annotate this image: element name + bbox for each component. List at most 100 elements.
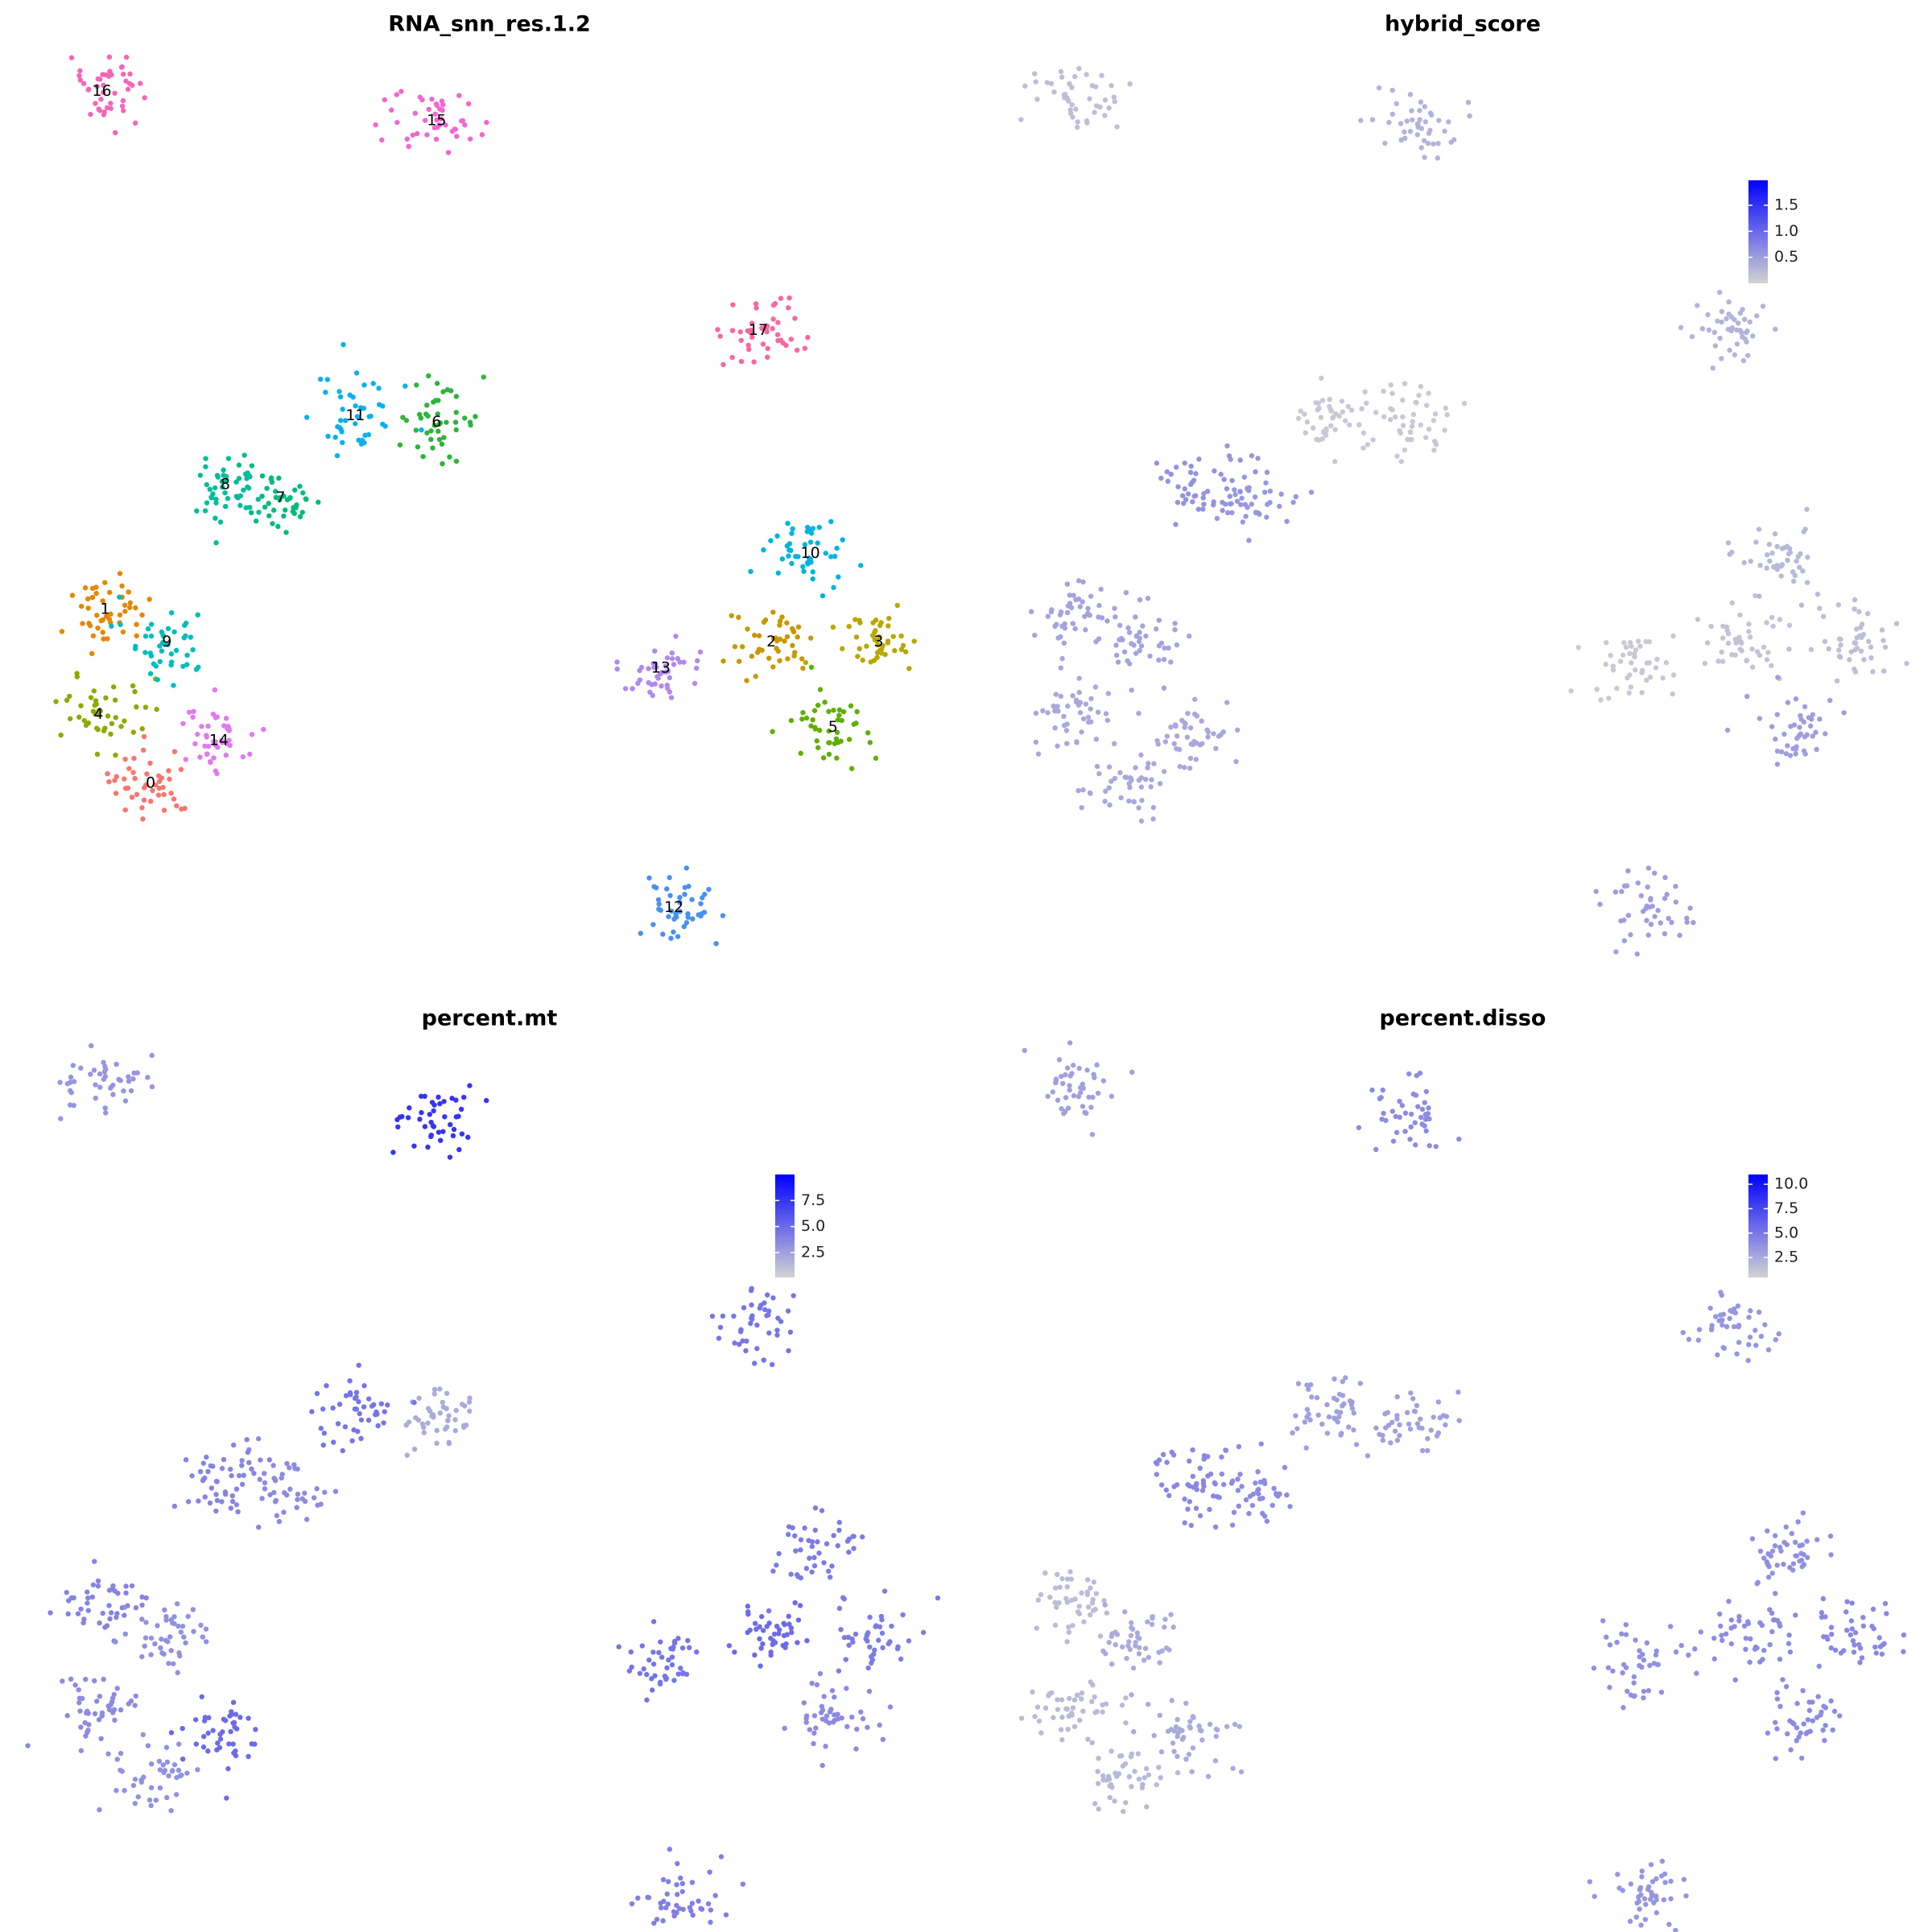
cell-point	[1166, 645, 1171, 651]
cell-point	[1064, 1584, 1071, 1590]
cell-point	[690, 1912, 696, 1918]
cell-point	[365, 1417, 372, 1423]
cell-point	[1065, 1726, 1071, 1732]
cell-point	[1744, 657, 1750, 663]
cell-point	[132, 689, 138, 695]
cell-point	[816, 728, 823, 733]
cell-point	[1171, 1728, 1178, 1734]
cell-point	[1229, 1522, 1236, 1528]
cell-point	[416, 411, 423, 418]
cell-point	[1658, 1689, 1665, 1695]
cell-point	[1082, 1109, 1088, 1116]
cell-point	[168, 1730, 175, 1736]
cell-point	[456, 93, 462, 98]
cell-point	[78, 1724, 84, 1730]
cell-point	[1726, 1598, 1732, 1604]
cell-point	[1088, 719, 1094, 724]
cell-point	[759, 325, 765, 331]
cell-point	[1768, 1553, 1773, 1559]
cell-point	[233, 1486, 240, 1492]
cell-point	[1133, 633, 1140, 639]
cell-point	[236, 462, 242, 468]
cell-point	[1713, 1314, 1719, 1319]
cell-point	[1189, 1769, 1195, 1774]
cell-point	[445, 150, 452, 155]
cell-point	[1791, 1721, 1797, 1727]
cell-point	[675, 1892, 680, 1897]
cell-point	[255, 497, 262, 502]
cell-point	[1787, 1565, 1793, 1571]
cell-point	[1154, 626, 1159, 632]
cell-point	[1418, 99, 1424, 105]
cell-point	[1241, 474, 1248, 480]
colorbar-label: 0.5	[1774, 248, 1798, 266]
cell-point	[403, 418, 410, 423]
cell-point	[1177, 763, 1183, 770]
cell-point	[1437, 1415, 1443, 1421]
cell-point	[127, 600, 133, 606]
cell-point	[1830, 1727, 1835, 1733]
cell-point	[365, 431, 372, 438]
cell-point	[450, 1133, 456, 1139]
cell-point	[119, 64, 125, 70]
cell-point	[1781, 1562, 1786, 1567]
cell-point	[154, 706, 159, 712]
cell-point	[1235, 1488, 1241, 1493]
cell-point	[819, 1762, 825, 1769]
cell-point	[788, 1571, 794, 1577]
cell-point	[1182, 486, 1187, 492]
cell-point	[1823, 1705, 1829, 1711]
cell-point	[1036, 1718, 1042, 1724]
cell-point	[886, 623, 891, 629]
cell-point	[1155, 741, 1161, 747]
cell-point	[1205, 1473, 1211, 1479]
cell-point	[93, 101, 98, 106]
cell-point	[752, 1620, 758, 1626]
cell-point	[1425, 1447, 1430, 1454]
cell-point	[870, 1652, 877, 1657]
cell-point	[1715, 658, 1721, 664]
cell-point	[431, 1391, 437, 1397]
cell-point	[1414, 1402, 1420, 1409]
cell-point	[1707, 1305, 1713, 1311]
cell-point	[353, 421, 358, 427]
cell-point	[854, 708, 860, 715]
cell-point	[857, 646, 862, 652]
cell-point	[483, 1097, 489, 1104]
cell-point	[82, 585, 89, 591]
cell-point	[1644, 1640, 1650, 1646]
cell-point	[1168, 659, 1174, 665]
cell-point	[1295, 1381, 1302, 1387]
cell-point	[696, 1898, 701, 1904]
cell-point	[84, 1710, 89, 1716]
cell-point	[795, 1617, 802, 1623]
cell-point	[797, 1603, 803, 1608]
cell-point	[886, 615, 892, 621]
cell-point	[1122, 1609, 1128, 1615]
cell-point	[1111, 94, 1117, 100]
cell-point	[150, 787, 155, 794]
cell-point	[1728, 1617, 1735, 1623]
cell-point	[869, 1660, 874, 1666]
cell-point	[685, 910, 691, 917]
cell-point	[1405, 436, 1410, 443]
cell-point	[114, 1788, 119, 1794]
cell-point	[1726, 299, 1732, 305]
cell-point	[1215, 1727, 1220, 1733]
cell-point	[694, 1649, 700, 1655]
cell-point	[1087, 1612, 1093, 1618]
cell-point	[171, 1503, 178, 1509]
cell-point	[810, 569, 815, 575]
cell-point	[109, 623, 114, 630]
cell-point	[819, 1508, 825, 1513]
cell-point	[225, 456, 232, 461]
cell-point	[644, 1697, 650, 1703]
cell-point	[887, 1704, 894, 1710]
cell-point	[1793, 751, 1798, 757]
cell-point	[242, 452, 247, 458]
cell-point	[1394, 1438, 1401, 1443]
cell-point	[204, 500, 210, 506]
cell-point	[1620, 1705, 1626, 1711]
cell-point	[1777, 1656, 1783, 1662]
cell-point	[116, 1076, 122, 1083]
